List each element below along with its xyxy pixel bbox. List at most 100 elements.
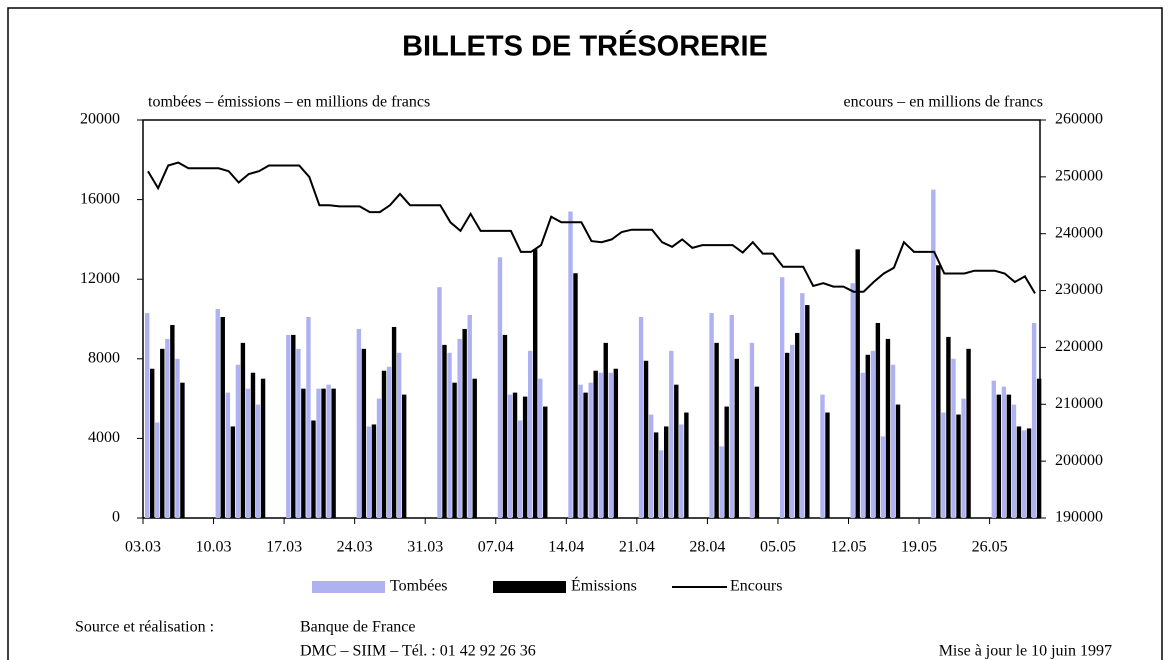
bar: [679, 424, 684, 518]
bar: [527, 350, 533, 518]
bar: [779, 277, 785, 518]
bar: [235, 364, 241, 518]
bar: [820, 394, 825, 518]
bar: [361, 348, 367, 518]
bar: [145, 313, 150, 518]
bar: [215, 309, 220, 518]
bar: [437, 287, 442, 518]
bar: [966, 348, 971, 518]
bar: [790, 344, 795, 518]
bar: [568, 211, 573, 519]
update-date: Mise à jour le 10 juin 1997: [939, 643, 1112, 660]
bar: [648, 414, 654, 518]
bar: [543, 406, 548, 518]
bar: [603, 342, 608, 518]
bar: [457, 338, 462, 518]
y-tick-label: 4000: [88, 429, 120, 446]
y-tick-label: 20000: [80, 111, 120, 128]
bar: [447, 352, 452, 518]
x-tick-label: 26.05: [972, 539, 1008, 556]
bar: [255, 404, 261, 518]
bar: [442, 344, 447, 518]
bar: [865, 354, 870, 518]
y2-axis-label: encours – en millions de francs: [844, 94, 1044, 111]
frame: [7, 7, 1163, 660]
bar: [1006, 394, 1012, 518]
bar: [956, 414, 961, 518]
bar: [729, 315, 734, 518]
x-tick-label: 05.05: [760, 539, 796, 556]
bar: [825, 412, 830, 518]
legend-swatch: [493, 581, 566, 593]
bar: [573, 273, 578, 518]
bar: [754, 386, 760, 518]
bar: [800, 293, 805, 518]
bar: [1016, 426, 1022, 518]
bar: [684, 412, 689, 518]
bar: [855, 249, 860, 518]
bar: [931, 189, 936, 518]
bar: [538, 378, 543, 518]
y-tick-label: 0: [112, 509, 120, 526]
x-tick-label: 28.04: [689, 539, 725, 556]
bar: [497, 257, 503, 518]
y2-tick-label: 210000: [1055, 395, 1103, 412]
bar: [578, 384, 583, 518]
bar: [386, 366, 392, 518]
bar: [376, 398, 382, 518]
bar: [664, 426, 669, 518]
bar: [150, 368, 155, 518]
y2-tick-label: 240000: [1055, 224, 1103, 241]
bar: [517, 420, 523, 518]
x-tick-label: 24.03: [337, 539, 373, 556]
bar: [1036, 378, 1042, 518]
source-label: Source et réalisation :: [75, 619, 214, 636]
x-tick-label: 31.03: [407, 539, 443, 556]
bar: [991, 380, 997, 518]
bar: [870, 350, 876, 518]
bar: [472, 378, 477, 518]
legend-label: Émissions: [571, 576, 637, 595]
x-tick-label: 19.05: [901, 539, 937, 556]
bar: [371, 424, 377, 518]
bar: [880, 436, 886, 518]
bar: [1031, 322, 1037, 518]
legend-swatch: [312, 581, 385, 593]
bar: [669, 350, 674, 518]
bar: [608, 372, 614, 518]
x-tick-label: 07.04: [478, 539, 514, 556]
bar: [250, 372, 256, 518]
bar: [291, 334, 296, 518]
bar: [165, 338, 170, 518]
bar: [890, 364, 896, 518]
bar: [321, 388, 326, 518]
bar: [583, 392, 588, 518]
bar: [613, 368, 619, 518]
bar: [306, 317, 311, 518]
y2-tick-label: 200000: [1055, 452, 1103, 469]
y2-tick-label: 190000: [1055, 509, 1103, 526]
bar: [155, 422, 160, 518]
bar: [1021, 430, 1027, 518]
y-tick-label: 12000: [80, 270, 120, 287]
y-tick-label: 8000: [88, 349, 120, 366]
bar: [860, 372, 865, 518]
x-tick-label: 21.04: [619, 539, 655, 556]
bar: [593, 370, 598, 518]
bar: [522, 396, 528, 518]
chart-title: BILLETS DE TRÉSORERIE: [402, 29, 768, 63]
bar: [160, 348, 165, 518]
bar: [507, 394, 513, 518]
bar: [245, 388, 251, 518]
bar: [653, 432, 659, 518]
bar: [296, 348, 301, 518]
bar: [885, 338, 891, 518]
bar: [996, 394, 1002, 518]
bar: [951, 358, 956, 518]
bar: [1001, 386, 1007, 518]
bar: [180, 382, 185, 518]
bar: [734, 358, 739, 518]
bar: [301, 388, 306, 518]
bar: [170, 324, 175, 518]
